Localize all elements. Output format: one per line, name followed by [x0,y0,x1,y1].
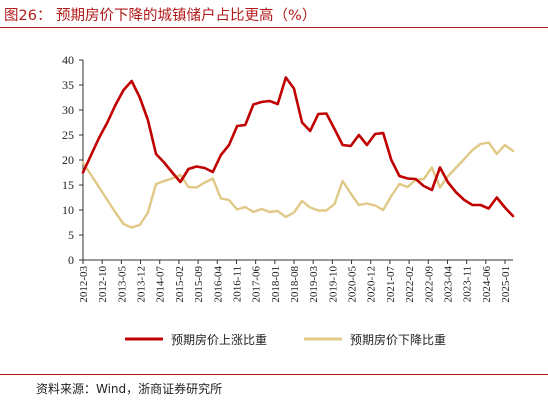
x-tick-label: 2025-01 [500,266,512,303]
chart-lines [81,76,515,229]
x-tick-label: 2023-04 [442,266,454,303]
source-note: 资料来源：Wind，浙商证券研究所 [36,382,223,396]
x-tick-label: 2014-07 [155,266,167,303]
x-tick-label: 2019-10 [327,266,339,303]
x-tick-label: 2012-03 [78,266,90,303]
series-line-rise [81,76,515,218]
title-divider [0,27,548,28]
y-tick-label: 40 [62,53,74,67]
y-tick-label: 30 [62,103,74,117]
chart-title: 图26： 预期房价下降的城镇储户占比更高（%） [4,8,317,24]
y-tick-label: 15 [62,178,74,192]
source-divider [0,374,548,375]
y-tick-label: 0 [68,253,74,267]
x-tick-label: 2022-02 [404,266,416,303]
x-tick-label: 2016-04 [212,266,224,303]
x-tick-label: 2022-09 [423,266,435,303]
x-tick-label: 2021-07 [385,266,397,303]
chart-legend: 预期房价上涨比重 预期房价下降比重 [125,332,446,347]
x-tick-label: 2015-02 [174,266,186,303]
x-tick-label: 2018-01 [270,266,282,303]
x-tick-label: 2013-05 [116,266,128,303]
y-tick-label: 25 [62,128,74,142]
y-tick-label: 5 [68,228,74,242]
legend-label: 预期房价上涨比重 [171,332,267,347]
x-tick-label: 2020-05 [347,266,359,303]
y-tick-label: 35 [62,78,74,92]
x-tick-label: 2024-06 [481,266,493,303]
y-tick-label: 20 [62,153,74,167]
x-tick-label: 2015-09 [193,266,205,303]
x-tick-label: 2017-06 [251,266,263,303]
series-line-fall [81,141,515,229]
x-tick-label: 2016-11 [231,266,243,302]
x-tick-label: 2023-11 [462,266,474,302]
x-tick-label: 2012-10 [97,266,109,303]
y-tick-label: 10 [62,203,74,217]
legend-label: 预期房价下降比重 [350,332,446,347]
x-tick-label: 2018-08 [289,266,301,303]
chart-axes: 0 5 10 15 20 25 30 35 40 2012-03 2012-10 2013-05 201… [62,53,513,303]
x-tick-label: 2013-12 [136,266,148,303]
x-tick-label: 2019-03 [308,266,320,303]
x-tick-label: 2020-12 [366,266,378,303]
